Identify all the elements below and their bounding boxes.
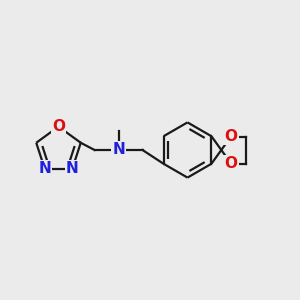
- Text: O: O: [224, 129, 238, 144]
- Text: N: N: [38, 161, 51, 176]
- Text: O: O: [224, 156, 238, 171]
- Text: N: N: [112, 142, 125, 158]
- Text: N: N: [66, 161, 79, 176]
- Text: O: O: [52, 119, 65, 134]
